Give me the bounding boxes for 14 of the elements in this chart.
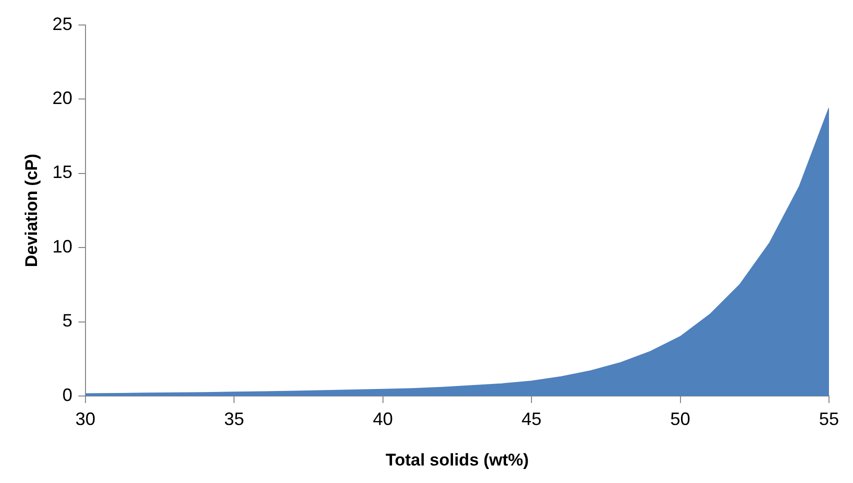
x-tick-label: 35 — [224, 408, 244, 429]
y-tick-label: 25 — [52, 14, 72, 34]
y-axis-title: Deviation (cP) — [22, 154, 41, 268]
y-tick-label: 20 — [52, 88, 72, 108]
x-tick-label: 30 — [75, 408, 96, 429]
x-tick-label: 55 — [818, 408, 840, 429]
x-tick-label: 50 — [670, 408, 690, 429]
x-tick-label: 45 — [522, 408, 542, 429]
y-tick-label: 5 — [62, 310, 72, 331]
x-axis-title: Total solids (wt%) — [386, 450, 529, 470]
y-tick-label: 10 — [52, 236, 72, 256]
x-tick-label: 40 — [372, 408, 393, 429]
y-tick-label: 0 — [62, 384, 72, 405]
y-tick-label: 15 — [52, 162, 72, 182]
